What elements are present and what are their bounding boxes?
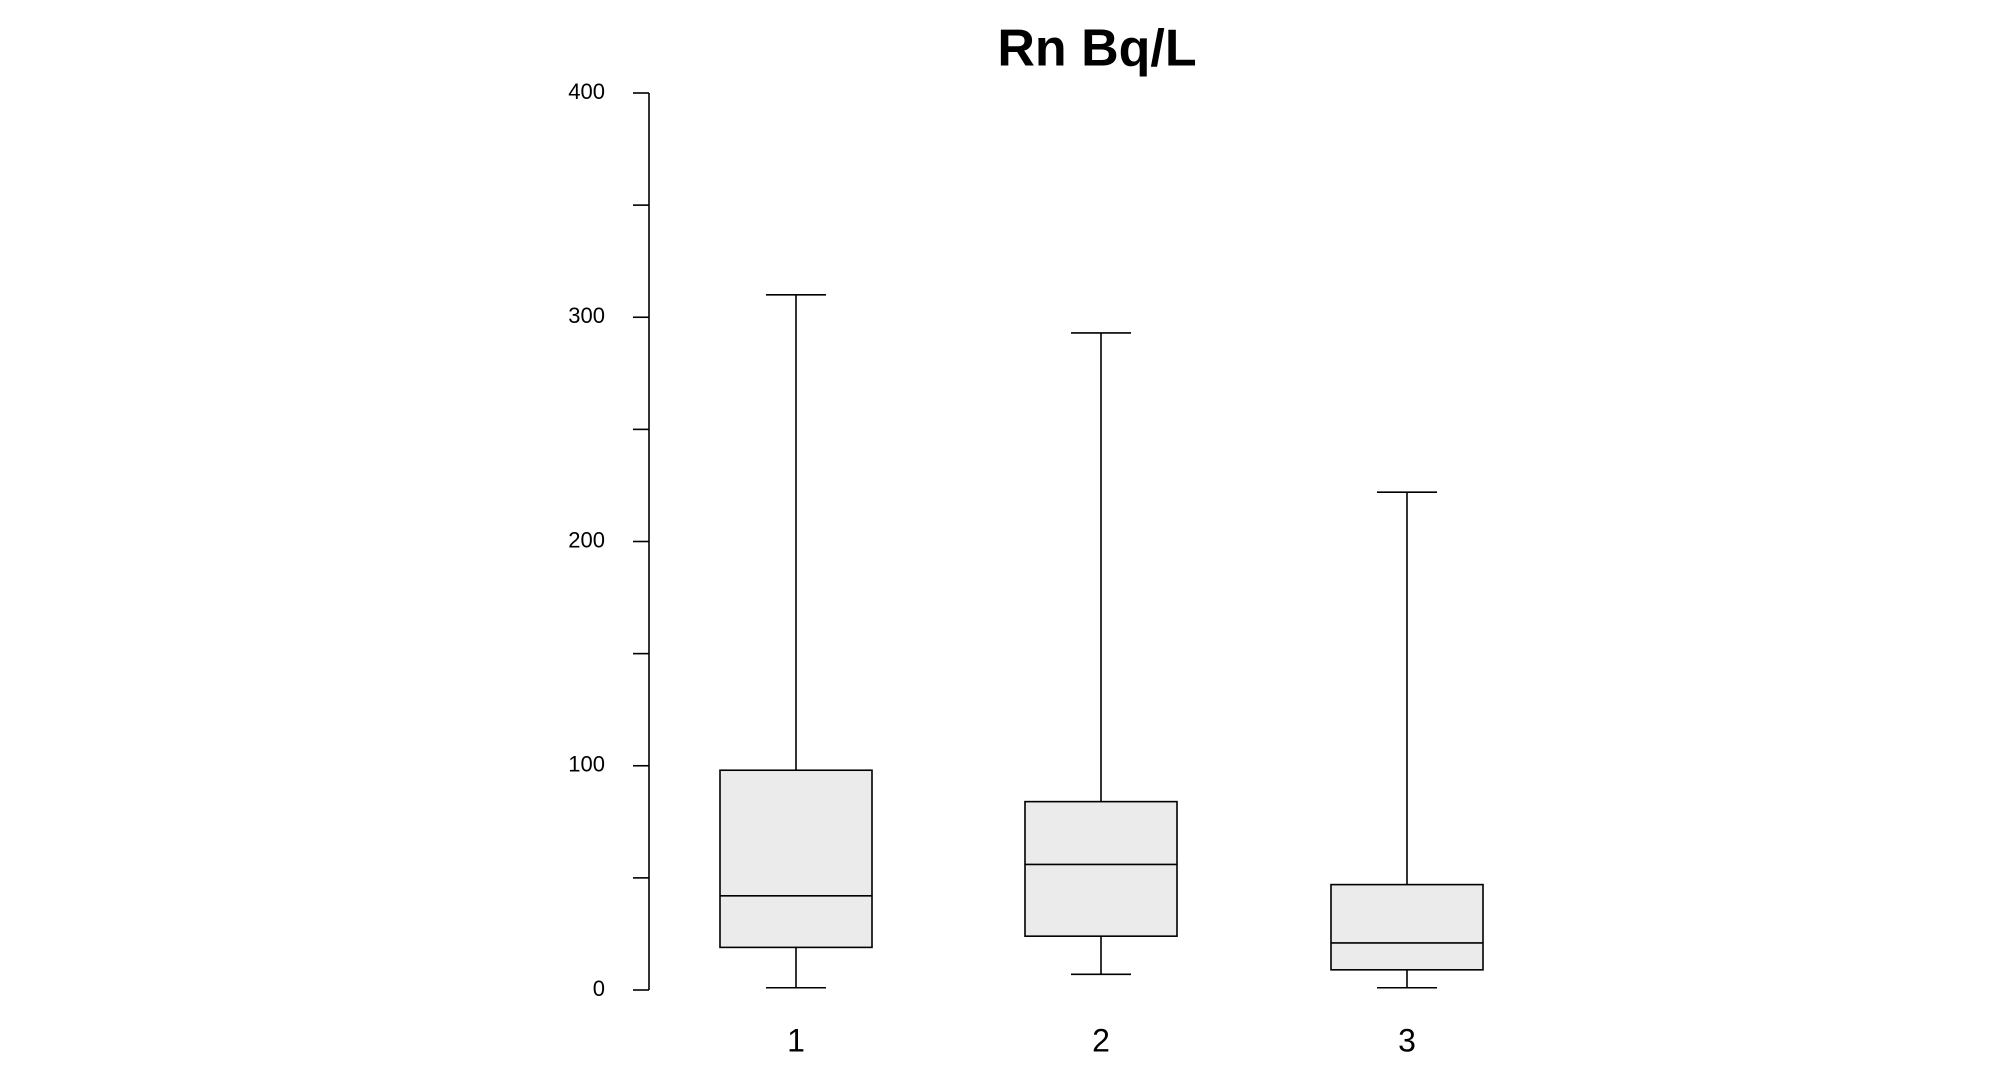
chart-title: Rn Bq/L	[997, 20, 1196, 78]
y-tick-label: 100	[568, 752, 605, 777]
x-tick-label: 3	[1398, 1022, 1416, 1058]
box	[1330, 883, 1484, 971]
y-tick-label: 300	[568, 303, 605, 328]
y-tick-label: 400	[568, 79, 605, 104]
y-tick-label: 200	[568, 527, 605, 552]
x-tick-label: 2	[1092, 1022, 1110, 1058]
box	[1024, 800, 1178, 937]
box	[719, 769, 873, 949]
x-tick-label: 1	[787, 1022, 805, 1058]
y-tick-label: 0	[593, 976, 605, 1001]
